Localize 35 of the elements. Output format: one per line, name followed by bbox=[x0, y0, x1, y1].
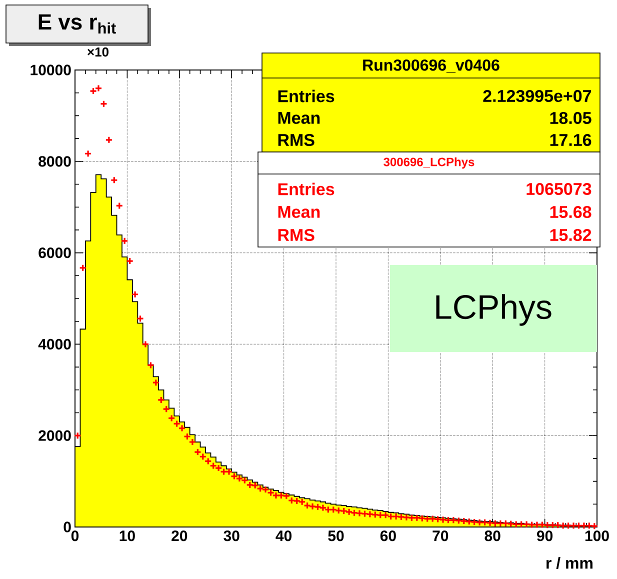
x-tick-label: 90 bbox=[536, 530, 553, 542]
y-tick-label: 0 bbox=[64, 522, 71, 532]
annotation: Run300696_v0406 bbox=[363, 59, 500, 73]
x-axis-title: r / mm bbox=[546, 557, 592, 569]
annotation: 18.05 bbox=[550, 112, 592, 124]
y-tick-label: 8000 bbox=[38, 156, 71, 167]
annotation: Mean bbox=[278, 206, 320, 218]
annotation: 15.82 bbox=[550, 228, 592, 242]
y-tick-label: 2000 bbox=[38, 430, 71, 441]
x-tick-label: 70 bbox=[432, 530, 448, 542]
annotation: Mean bbox=[278, 112, 320, 124]
x-tick-label: 0 bbox=[71, 530, 79, 542]
x-tick-label: 40 bbox=[276, 530, 292, 542]
annotation: 2.123995e+07 bbox=[483, 90, 592, 102]
annotation: RMS bbox=[278, 228, 314, 242]
x-tick-label: 50 bbox=[328, 530, 344, 542]
text: ×10 bbox=[88, 47, 108, 57]
y-tick-label: 10000 bbox=[30, 64, 71, 76]
annotation: Entries bbox=[278, 182, 334, 196]
x-tick-label: 20 bbox=[172, 530, 188, 542]
y-tick-label: 6000 bbox=[38, 247, 71, 258]
x-tick-label: 100 bbox=[585, 530, 609, 542]
annotation: LCPhys bbox=[436, 294, 552, 326]
annotation: Entries bbox=[278, 90, 334, 102]
chart-title: E vs r$_{hit}$ bbox=[38, 14, 116, 34]
annotation: RMS bbox=[278, 134, 314, 146]
x-tick-label: 60 bbox=[380, 530, 396, 542]
annotation: 15.68 bbox=[550, 206, 592, 218]
x-tick-label: 80 bbox=[484, 530, 500, 542]
annotation: 300696_LCPhys bbox=[384, 157, 474, 169]
y-tick-label: 4000 bbox=[38, 338, 71, 350]
annotation: 17.16 bbox=[550, 134, 592, 146]
annotation: 1065073 bbox=[526, 182, 592, 196]
x-tick-label: 30 bbox=[224, 530, 240, 542]
x-tick-label: 10 bbox=[120, 530, 135, 542]
